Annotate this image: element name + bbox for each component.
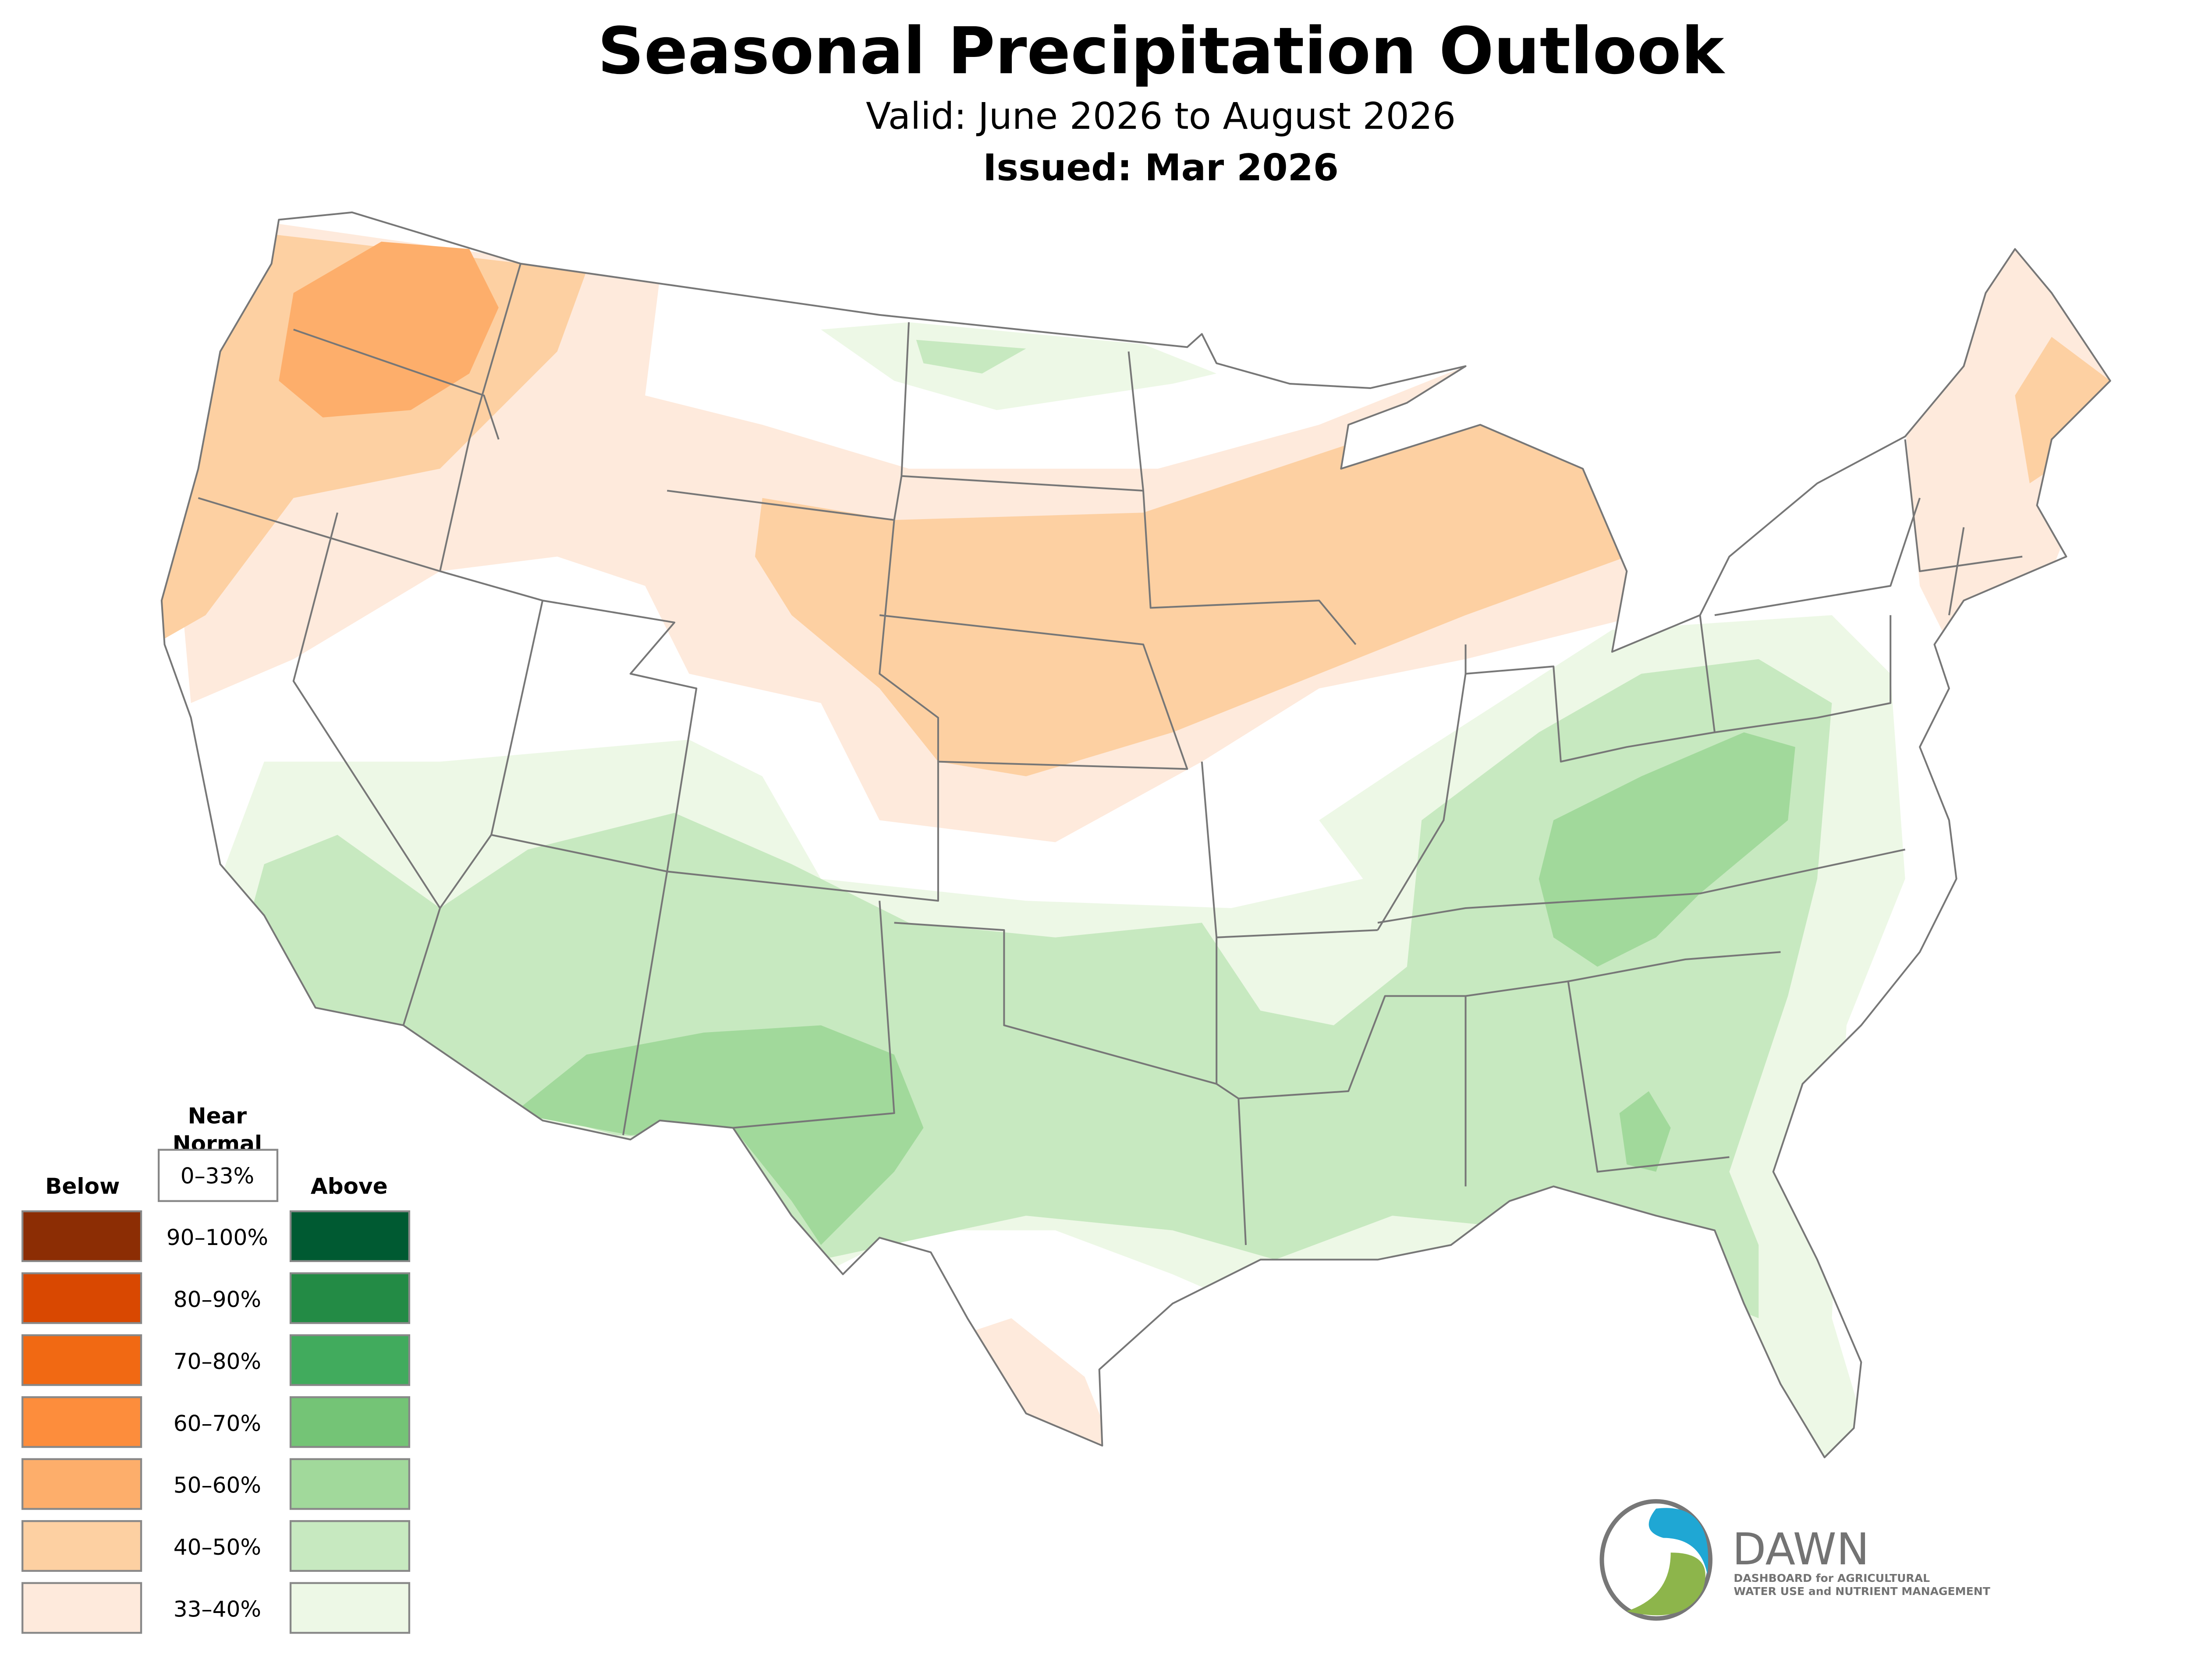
legend-range-label: 80–90%: [174, 1286, 261, 1312]
above-50-60-region-sw: [513, 1025, 924, 1245]
below-40-50-region-me: [2015, 337, 2110, 484]
legend: Near Normal 0–33% Below Above 90–100%80–…: [21, 1103, 411, 1634]
legend-range-label: 90–100%: [167, 1224, 268, 1250]
above-40-50-region: [220, 659, 1832, 1319]
legend-range-label: 50–60%: [174, 1472, 261, 1498]
legend-below-swatch: [21, 1210, 142, 1262]
legend-above-swatch: [289, 1458, 411, 1510]
logo-leaf: [1627, 1553, 1705, 1616]
valid-period: Valid: June 2026 to August 2026: [866, 95, 1456, 138]
legend-near-normal-swatch: [157, 1149, 279, 1202]
logo-line1: DASHBOARD for AGRICULTURAL: [1734, 1572, 1930, 1585]
us-map: [160, 211, 2111, 1458]
legend-above-swatch: [289, 1396, 411, 1448]
legend-below-swatch: [21, 1458, 142, 1510]
legend-above-label: Above: [311, 1173, 388, 1199]
legend-above-swatch: [289, 1582, 411, 1634]
legend-above-swatch: [289, 1520, 411, 1572]
legend-below-swatch: [21, 1582, 142, 1634]
legend-below-swatch: [21, 1272, 142, 1324]
us-outline: [160, 211, 2111, 1458]
below-33-40-region-tx: [967, 1318, 1114, 1450]
legend-below-swatch: [21, 1520, 142, 1572]
logo-name: DAWN: [1732, 1524, 1869, 1575]
legend-below-swatch: [21, 1334, 142, 1386]
legend-range-label: 40–50%: [174, 1534, 261, 1560]
legend-range-label: 60–70%: [174, 1410, 261, 1436]
legend-above-swatch: [289, 1334, 411, 1386]
below-50-60-region: [279, 241, 499, 417]
above-50-60-region-ga: [1619, 1091, 1671, 1172]
map-title: Seasonal Precipitation Outlook: [598, 13, 1726, 88]
dawn-logo: DAWN DASHBOARD for AGRICULTURAL WATER US…: [1599, 1499, 1990, 1621]
below-33-40-region-ne: [1905, 234, 2110, 645]
above-50-60-region-appalachia: [1539, 732, 1795, 967]
legend-above-swatch: [289, 1210, 411, 1262]
legend-near-normal-line1: Near: [188, 1103, 247, 1128]
legend-below-label: Below: [45, 1173, 120, 1199]
legend-above-swatch: [289, 1272, 411, 1324]
legend-below-swatch: [21, 1396, 142, 1448]
logo-water-drop: [1649, 1508, 1709, 1575]
legend-near-normal-range: 0–33%: [181, 1163, 254, 1189]
legend-range-label: 70–80%: [174, 1348, 261, 1374]
issued-date: Issued: Mar 2026: [983, 146, 1339, 189]
legend-range-label: 33–40%: [174, 1596, 261, 1622]
below-40-50-region-plains: [755, 410, 1627, 777]
above-40-50-region-nd: [916, 340, 1026, 374]
logo-line2: WATER USE and NUTRIENT MANAGEMENT: [1734, 1585, 1990, 1598]
state-boundaries: [198, 263, 2023, 1245]
